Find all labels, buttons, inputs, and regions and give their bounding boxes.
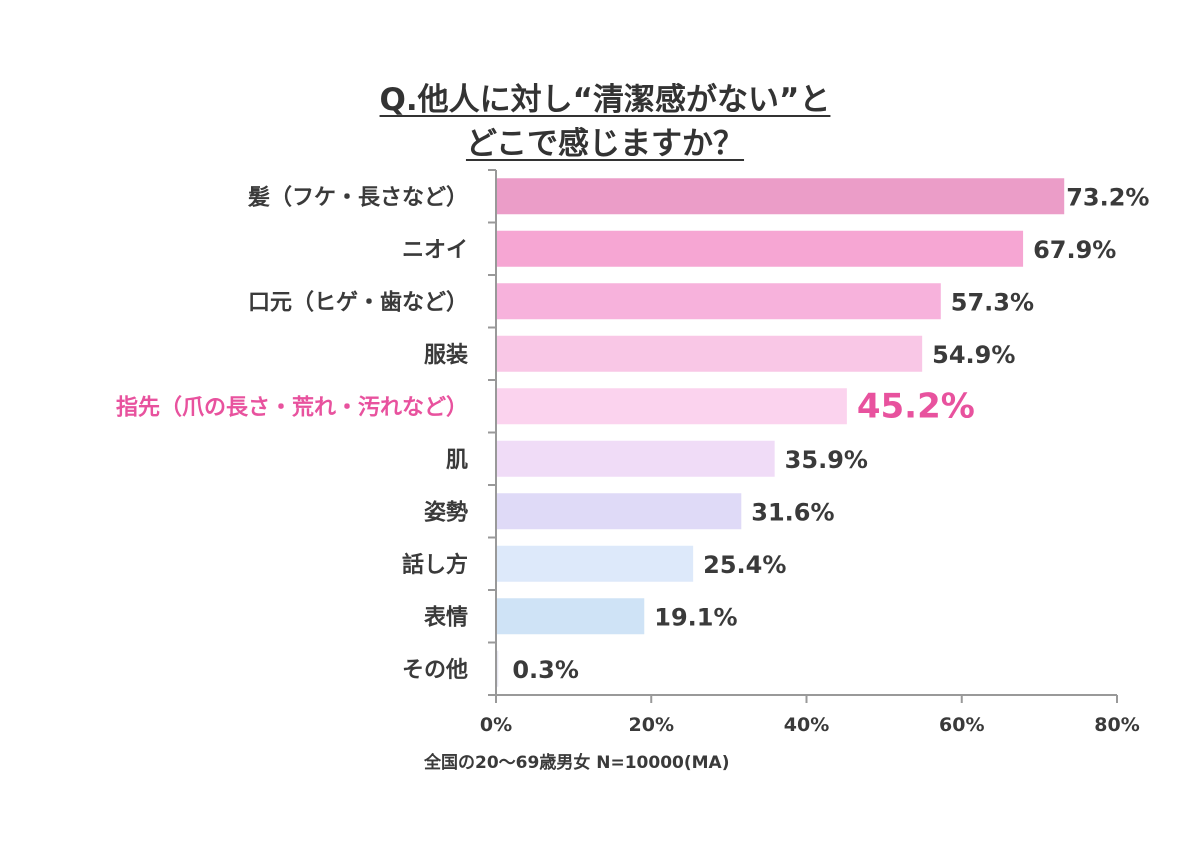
- bar: [496, 283, 941, 320]
- x-tick-label: 60%: [939, 714, 984, 736]
- x-tick-label: 40%: [784, 714, 829, 736]
- value-label: 31.6%: [751, 498, 834, 526]
- category-label: 話し方: [402, 552, 468, 578]
- category-label: 服装: [424, 343, 468, 368]
- category-label: 指先（爪の長さ・荒れ・汚れなど）: [116, 395, 468, 420]
- value-label: 25.4%: [703, 551, 786, 579]
- bar: [496, 388, 847, 425]
- bar: [496, 440, 775, 477]
- value-label: 73.2%: [1066, 183, 1149, 211]
- category-label: 肌: [446, 448, 468, 473]
- sample-note: 全国の20〜69歳男女 N=10000(MA): [424, 753, 730, 773]
- x-tick-label: 80%: [1094, 714, 1139, 736]
- category-label: 表情: [424, 604, 468, 630]
- bar: [496, 545, 694, 582]
- bar: [496, 598, 645, 635]
- category-label: 髪（フケ・長さなど）: [247, 185, 468, 210]
- x-tick-label: 0%: [480, 714, 512, 736]
- chart-title-line-2: どこで感じますか？: [465, 126, 745, 162]
- value-label: 54.9%: [932, 341, 1015, 369]
- value-label: 57.3%: [951, 288, 1034, 316]
- x-tick-label: 20%: [629, 714, 674, 736]
- category-label: その他: [402, 658, 468, 683]
- bar: [496, 178, 1065, 215]
- bar: [496, 230, 1024, 267]
- category-label: 姿勢: [424, 499, 468, 525]
- value-label: 0.3%: [512, 656, 579, 684]
- chart-title-line-1: Q.他人に対し“清潔感がない”と: [379, 82, 831, 118]
- bar: [496, 335, 923, 372]
- value-label: 45.2%: [857, 386, 975, 426]
- value-label: 67.9%: [1033, 236, 1116, 264]
- category-label: 口元（ヒゲ・歯など）: [248, 289, 468, 315]
- value-label: 35.9%: [785, 446, 868, 474]
- category-label: ニオイ: [402, 238, 468, 263]
- bar: [496, 650, 499, 687]
- bar: [496, 493, 742, 530]
- value-label: 19.1%: [654, 603, 737, 631]
